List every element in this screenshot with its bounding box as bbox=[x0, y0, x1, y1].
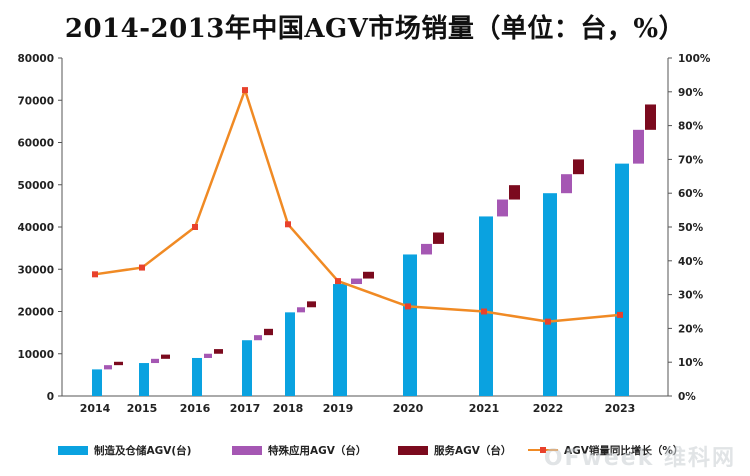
growth-point bbox=[192, 224, 198, 230]
growth-point bbox=[545, 318, 551, 325]
legend: 制造及仓储AGV(台) 特殊应用AGV（台） 服务AGV（台） AGV销量同比增… bbox=[0, 440, 750, 464]
y-right-tick-label: 70% bbox=[678, 154, 704, 166]
x-tick-label: 2014 bbox=[80, 402, 111, 415]
y-left-tick-label: 10000 bbox=[17, 349, 54, 361]
chart-title: 2014-2013年中国AGV市场销量（单位：台，%） bbox=[64, 14, 686, 44]
growth-point bbox=[335, 278, 341, 285]
y-left-tick-label: 60000 bbox=[17, 138, 54, 150]
watermark: OFweek 维科网 bbox=[543, 446, 736, 471]
x-tick-label: 2023 bbox=[605, 402, 636, 415]
bar-special bbox=[104, 365, 112, 370]
growth-line bbox=[94, 88, 621, 323]
y-right-tick-label: 90% bbox=[678, 87, 704, 99]
growth-point bbox=[617, 311, 623, 318]
bar-manufacturing bbox=[615, 163, 629, 396]
legend-swatch-growth bbox=[528, 446, 558, 455]
y-right-tick-label: 40% bbox=[678, 256, 704, 268]
legend-item-manufacturing: 制造及仓储AGV(台) bbox=[58, 440, 191, 460]
bar-service bbox=[509, 185, 520, 200]
x-tick-label: 2017 bbox=[230, 402, 261, 415]
legend-swatch-service bbox=[398, 445, 428, 455]
bar-service bbox=[161, 354, 170, 359]
growth-point bbox=[405, 303, 411, 310]
y-left-tick-label: 0 bbox=[47, 391, 54, 403]
y-right-tick-label: 100% bbox=[678, 53, 711, 65]
bar-manufacturing bbox=[242, 340, 252, 396]
bar-manufacturing bbox=[479, 216, 493, 396]
y-left-tick-label: 70000 bbox=[17, 95, 54, 107]
bar-special bbox=[204, 353, 212, 358]
y-right-tick-label: 20% bbox=[678, 323, 704, 335]
bar-special bbox=[351, 278, 362, 285]
growth-point bbox=[481, 308, 487, 315]
x-tick-label: 2018 bbox=[273, 402, 304, 415]
bar-manufacturing bbox=[139, 363, 149, 396]
y-right-tick-label: 10% bbox=[678, 357, 704, 369]
bar-manufacturing bbox=[543, 193, 557, 396]
bar-special bbox=[561, 174, 572, 194]
y-left-tick-label: 50000 bbox=[17, 180, 54, 192]
x-tick-label: 2019 bbox=[323, 402, 354, 415]
growth-point bbox=[242, 87, 248, 94]
bar-manufacturing bbox=[92, 369, 102, 396]
bar-service bbox=[114, 361, 123, 366]
legend-label-growth: AGV销量同比增长（%） bbox=[564, 444, 684, 457]
x-tick-label: 2022 bbox=[533, 402, 564, 415]
legend-swatch-manufacturing bbox=[58, 445, 88, 455]
bar-special bbox=[633, 129, 644, 164]
x-tick-label: 2020 bbox=[393, 402, 424, 415]
bar-service bbox=[363, 271, 374, 279]
bar-service bbox=[264, 328, 273, 336]
legend-label-service: 服务AGV（台） bbox=[434, 444, 512, 457]
legend-swatch-special bbox=[232, 445, 262, 455]
legend-label-manufacturing: 制造及仓储AGV(台) bbox=[94, 444, 192, 457]
growth-point bbox=[139, 264, 145, 271]
legend-item-growth: AGV销量同比增长（%） bbox=[528, 440, 683, 460]
bar-manufacturing bbox=[285, 312, 295, 396]
agv-sales-chart: 0 10000 20000 30000 40000 50000 60000 70000 8000… bbox=[17, 53, 711, 415]
bar-service bbox=[573, 159, 584, 175]
bar-special bbox=[151, 358, 159, 364]
legend-label-special: 特殊应用AGV（台） bbox=[268, 444, 367, 457]
x-tick-label: 2015 bbox=[127, 402, 158, 415]
y-right-tick-label: 60% bbox=[678, 188, 704, 200]
legend-item-special: 特殊应用AGV（台） bbox=[232, 440, 366, 460]
bar-service bbox=[433, 232, 444, 244]
y-left-tick-label: 20000 bbox=[17, 307, 54, 319]
growth-point bbox=[285, 221, 291, 228]
x-tick-label: 2016 bbox=[180, 402, 211, 415]
bar-service bbox=[307, 301, 316, 308]
y-left-tick-label: 80000 bbox=[17, 53, 54, 65]
bar-service bbox=[214, 349, 223, 354]
y-left-tick-label: 30000 bbox=[17, 264, 54, 276]
x-tick-label: 2021 bbox=[469, 402, 500, 415]
bar-special bbox=[297, 307, 305, 313]
bar-service bbox=[645, 104, 656, 130]
bar-special bbox=[497, 199, 508, 217]
y-right-tick-label: 0% bbox=[678, 391, 696, 403]
bar-manufacturing bbox=[403, 254, 417, 396]
y-right-tick-label: 30% bbox=[678, 290, 704, 302]
growth-point bbox=[92, 271, 98, 278]
legend-item-service: 服务AGV（台） bbox=[398, 440, 511, 460]
y-left-tick-label: 40000 bbox=[17, 222, 54, 234]
bar-manufacturing bbox=[333, 284, 347, 396]
y-right-tick-label: 80% bbox=[678, 121, 704, 133]
bar-special bbox=[254, 335, 262, 341]
bar-manufacturing bbox=[192, 357, 202, 396]
bar-special bbox=[421, 243, 432, 255]
y-right-tick-label: 50% bbox=[678, 222, 704, 234]
